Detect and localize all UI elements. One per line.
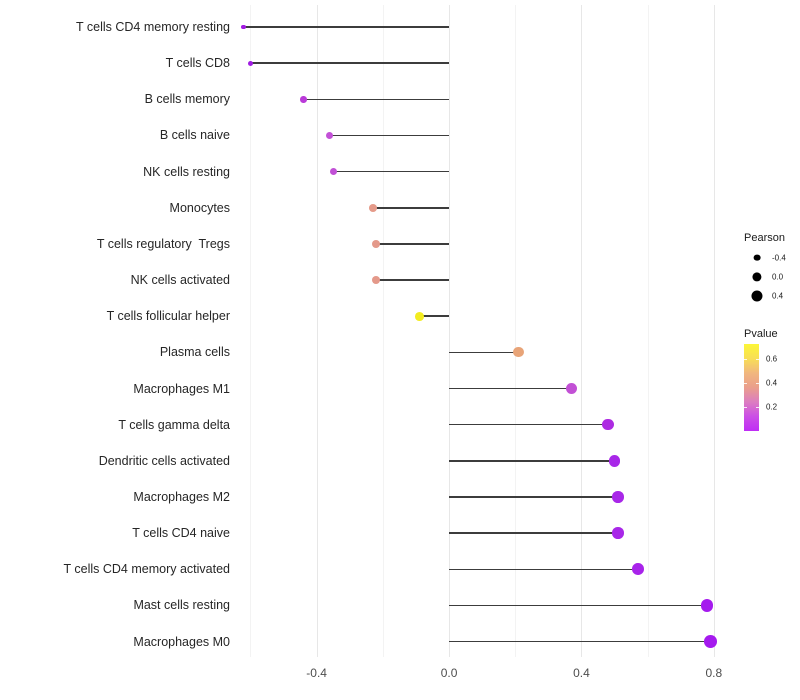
lollipop-stem [372,207,450,209]
category-label: T cells gamma delta [118,417,230,432]
gridline-major [449,5,451,657]
plot-panel [222,5,734,657]
lollipop-stem [376,243,450,245]
lollipop-stem [449,423,608,426]
category-label: Macrophages M0 [133,634,230,649]
lollipop-dot [372,239,381,248]
gridline-major [316,5,318,657]
lollipop-dot [241,24,247,30]
gridline-minor [382,5,384,657]
category-label: T cells CD4 memory activated [63,562,231,577]
colorbar-tick [744,382,747,384]
legend-size-dot-holder [744,286,770,305]
colorbar-tick-label: 0.2 [766,402,778,412]
category-label: NK cells activated [130,273,230,288]
lollipop-stem [449,387,572,390]
colorbar-tick [744,406,747,408]
lollipop-dot [329,168,337,176]
legend-pearson-size: Pearson -0.4 0.0 0.4 [744,232,800,305]
lollipop-dot [513,347,524,358]
legend-size-entry: -0.4 [744,248,800,267]
category-label: T cells follicular helper [106,309,230,324]
category-label: T cells CD4 naive [132,526,230,541]
lollipop-stem [303,98,450,101]
category-label: NK cells resting [143,164,230,179]
lollipop-stem [449,532,618,534]
lollipop-stem [449,604,708,607]
lollipop-dot [612,491,624,503]
lollipop-dot [372,276,381,284]
legend-size-entry: 0.0 [744,267,800,286]
category-label: Monocytes [169,200,230,215]
lollipop-stem [376,279,450,281]
legend-size-dot-holder [744,248,770,267]
category-label: Macrophages M1 [133,381,230,396]
lollipop-stem [329,134,450,137]
category-label: B cells naive [159,128,230,143]
colorbar-tick [756,382,759,384]
lollipop-dot [700,599,714,612]
lollipop-stem [333,170,450,173]
category-label: T cells CD4 memory resting [76,20,230,34]
lollipop-dot [608,455,621,467]
legend-size-label: 0.0 [772,272,784,281]
legend-size-dot [751,289,763,302]
colorbar-tick-label: 0.4 [766,378,778,388]
lollipop-stem [250,62,450,64]
lollipop-dot [326,131,334,139]
x-tick-label: -0.4 [306,666,327,680]
lollipop-stem [449,640,711,643]
lollipop-dot [300,96,307,103]
lollipop-dot [566,383,577,394]
legend-size-dot-holder [744,267,770,286]
category-label: Macrophages M2 [133,489,230,504]
lollipop-dot [602,418,614,431]
lollipop-dot [631,563,644,576]
category-label: T cells regulatory Tregs [96,236,230,251]
lollipop-stem [449,568,638,570]
gridline-minor [515,5,517,657]
legend-pvalue-title: Pvalue [744,328,778,340]
category-label: Plasma cells [159,345,230,360]
category-label: T cells CD8 [165,56,230,71]
lollipop-dot [414,311,424,321]
lollipop-stem [449,460,615,462]
lollipop-stem [449,351,519,354]
colorbar-tick [756,358,759,360]
pvalue-colorbar: 0.6 0.4 0.2 [744,344,777,431]
gridline-minor [647,5,649,657]
colorbar-tick-label: 0.6 [766,354,778,363]
category-label: Dendritic cells activated [98,453,230,468]
colorbar-tick [744,358,747,360]
lollipop-stem [243,26,450,28]
colorbar-tick [756,406,759,408]
x-tick-label: 0.4 [573,666,590,680]
lollipop-stem [419,315,450,317]
category-label: Mast cells resting [133,598,230,613]
gridline-minor [250,5,252,657]
legend-size-label: 0.4 [772,291,784,300]
gridline-major [713,5,715,657]
lollipop-stem [449,496,618,498]
legend-size-label: -0.4 [772,253,786,262]
lollipop-dot [704,635,717,648]
legend-pearson-title: Pearson [744,232,785,244]
legend-size-entry: 0.4 [744,286,800,305]
lollipop-dot [612,527,624,539]
x-tick-label: 0.0 [440,666,458,680]
legend-pvalue-color: Pvalue 0.6 0.4 0.2 [744,328,778,431]
gridline-major [581,5,583,657]
category-label: B cells memory [144,92,230,107]
x-tick-label: 0.8 [705,666,723,680]
lollipop-dot [247,60,254,66]
legend-size-dot [753,254,761,261]
legend-pearson-entries: -0.4 0.0 0.4 [744,248,800,305]
lollipop-dot [368,203,377,212]
legend-size-dot [752,271,762,282]
